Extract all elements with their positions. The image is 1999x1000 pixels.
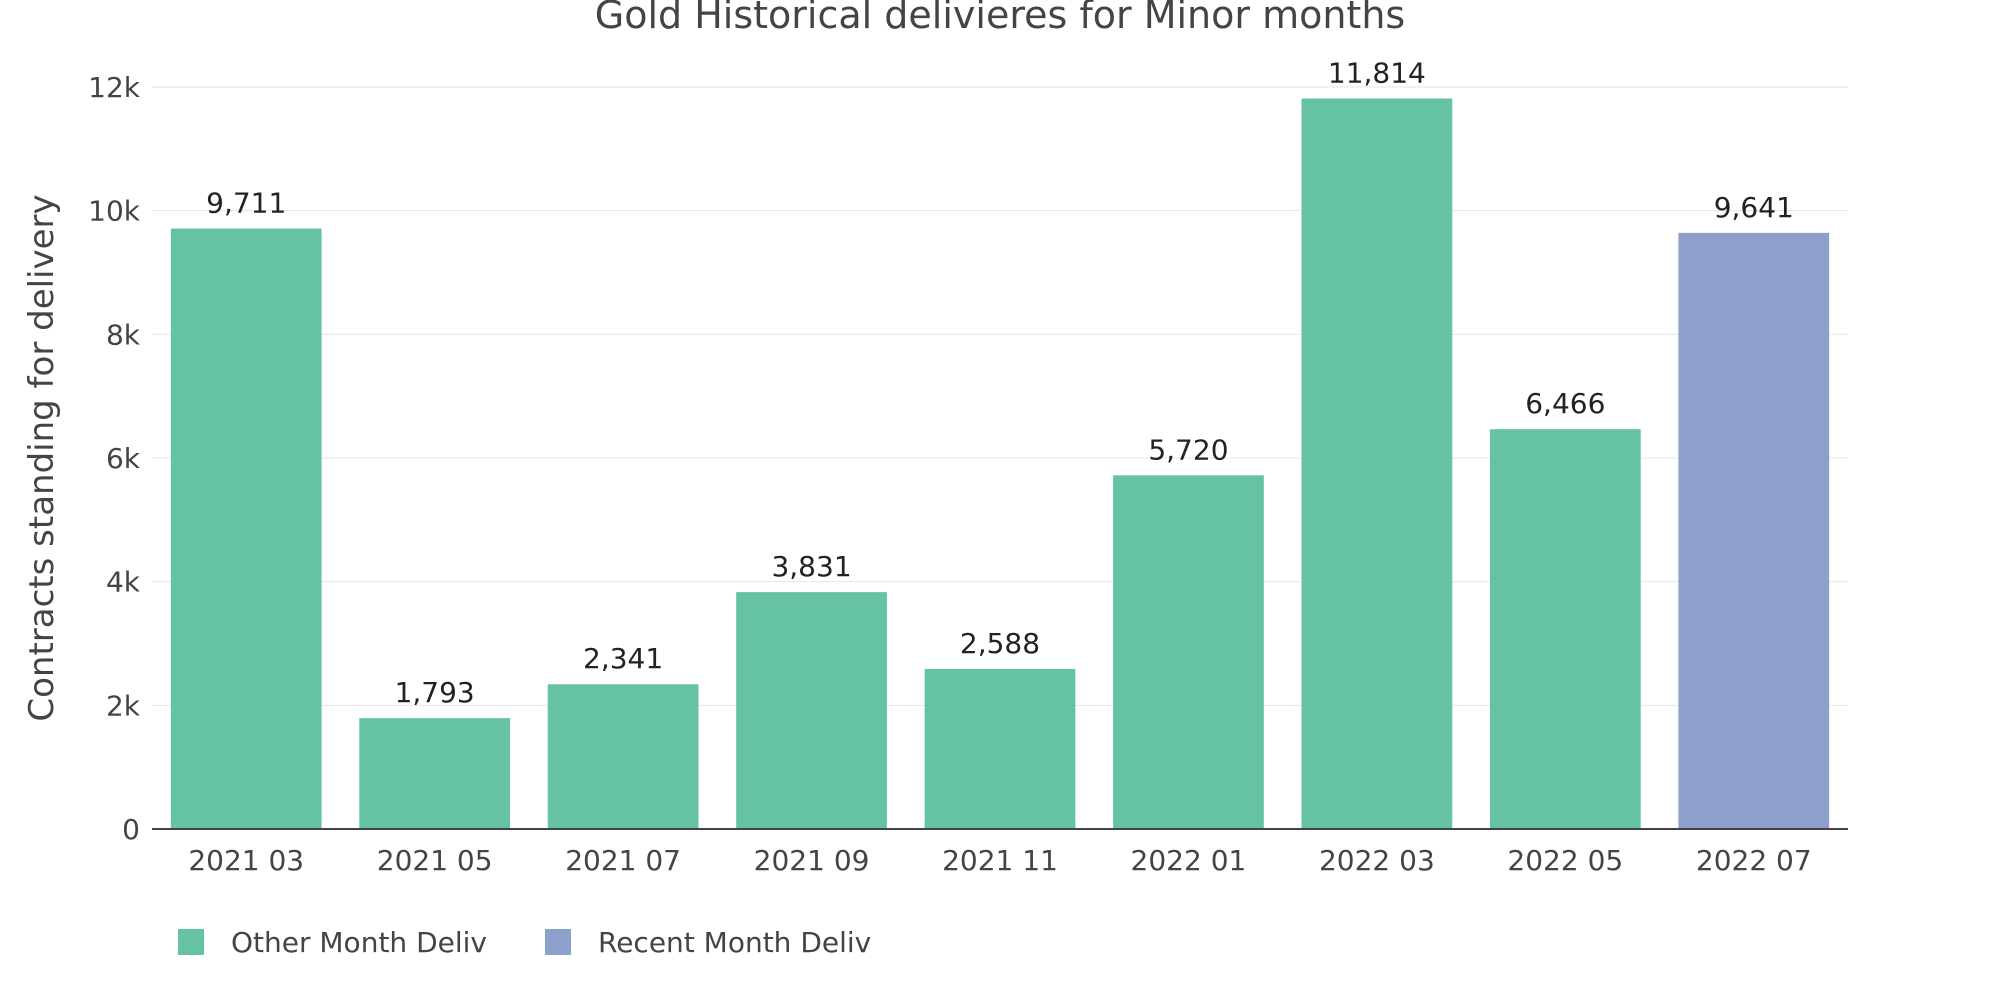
bar-2021-09 [736,592,887,829]
bar-2022-03 [1301,98,1453,830]
x-tick-label: 2021 07 [565,844,681,877]
bar-value-label: 3,831 [771,550,851,583]
x-tick-label: 2022 05 [1507,844,1623,877]
x-tick-label: 2021 03 [188,844,304,877]
x-tick-label: 2021 11 [942,844,1058,877]
y-tick-label: 12k [88,71,141,104]
bar-value-label: 2,588 [960,627,1040,660]
bar-value-label: 11,814 [1328,57,1426,90]
y-tick-label: 4k [106,566,141,599]
legend-swatch [545,929,571,955]
bar-2022-07 [1678,232,1830,829]
x-tick-label: 2021 09 [754,844,870,877]
legend: Other Month Deliv Recent Month Deliv [178,926,871,959]
bar-2021-11 [924,668,1076,829]
x-tick-label: 2022 01 [1131,844,1247,877]
bar-2022-05 [1489,429,1641,829]
x-axis-ticks: 2021 03 2021 05 2021 07 2021 09 2021 11 2022 … [188,844,1811,877]
y-tick-label: 2k [106,689,141,722]
y-tick-label: 8k [106,318,141,351]
y-axis-ticks: 0 2k 4k 6k 8k 10k 12k [88,71,141,846]
bar-2022-01 [1113,475,1264,829]
x-tick-label: 2021 05 [377,844,493,877]
bar-2021-05 [359,718,511,829]
y-axis-title: Contracts standing for delivery [22,194,62,721]
legend-label: Other Month Deliv [231,926,487,959]
y-tick-label: 6k [106,442,141,475]
bar-value-label: 1,793 [395,676,475,709]
bar-value-label: 5,720 [1148,433,1228,466]
chart-title: Gold Historical delivieres for Minor mon… [595,0,1405,37]
bars: 9,711 1,793 2,341 3,831 2,588 5,720 11,814 6,46… [170,57,1830,830]
x-tick-label: 2022 03 [1319,844,1435,877]
y-tick-label: 0 [122,813,140,846]
bar-2021-03 [170,228,322,829]
y-tick-label: 10k [88,195,141,228]
bar-2021-07 [547,684,699,829]
bar-value-label: 9,641 [1714,191,1794,224]
legend-label: Recent Month Deliv [598,926,871,959]
bar-value-label: 9,711 [206,187,286,220]
legend-swatch [178,929,204,955]
bar-value-label: 6,466 [1525,387,1605,420]
bar-value-label: 2,341 [583,642,663,675]
x-tick-label: 2022 07 [1696,844,1812,877]
